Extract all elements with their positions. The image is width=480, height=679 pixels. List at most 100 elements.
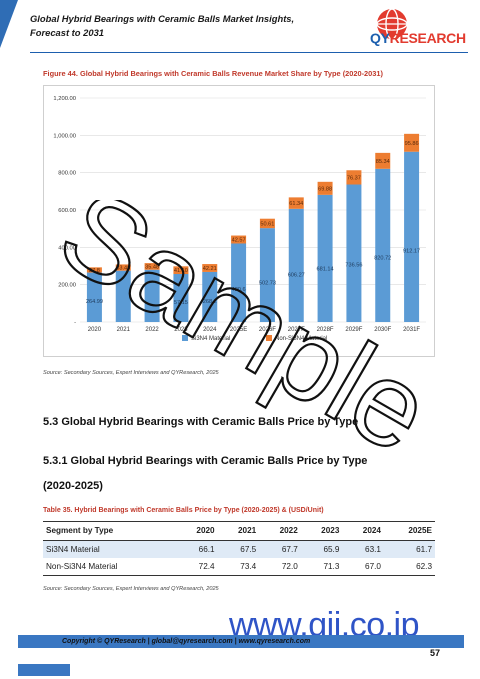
bar-segment	[173, 266, 189, 274]
data-label: 42.57	[232, 238, 246, 244]
data-label: 41.10	[174, 268, 188, 274]
footer-copyright: Copyright © QYResearch | global@qyresear…	[62, 638, 311, 645]
bar-segment	[404, 133, 420, 152]
bar-segment	[259, 218, 275, 229]
qyresearch-logo: QYRESEARCH	[360, 8, 470, 48]
bar-segment	[173, 273, 189, 322]
y-tick-label: 600.00	[58, 208, 76, 214]
data-label: 85.34	[376, 159, 390, 165]
legend-label: Si3N4 Material	[191, 336, 230, 342]
bar-segment	[288, 208, 304, 322]
header-cell: 2022	[259, 521, 301, 541]
bar-segment	[144, 263, 160, 270]
legend-swatch	[182, 335, 188, 341]
table-cell: 66.1	[176, 540, 218, 558]
legend-label: Non-Si3N4 Material	[275, 336, 327, 342]
table-cell: 67.7	[259, 540, 301, 558]
x-tick-label: 2027F	[288, 327, 305, 333]
data-label: 95.86	[405, 141, 419, 147]
header-cell: 2025E	[383, 521, 435, 541]
x-tick-label: 2030F	[374, 327, 391, 333]
bar-segment	[317, 194, 333, 322]
stacked-bar-chart: - 200.00 400.00 600.00 800.00 1,000.00 1,200.0…	[53, 96, 426, 342]
bar-segment	[317, 181, 333, 195]
x-tick-label: 2029F	[345, 327, 362, 333]
globe-icon	[376, 8, 408, 40]
bar-segment	[346, 184, 362, 322]
bar-segment	[404, 151, 420, 322]
table-cell: 62.3	[383, 558, 435, 576]
table-row: Non-Si3N4 Material 72.4 73.4 72.0 71.3 6…	[43, 558, 435, 576]
header-cell: Segment by Type	[43, 521, 177, 541]
x-tick-label: 2022	[145, 327, 159, 333]
y-tick-label: 400.00	[58, 245, 76, 251]
bar-segment	[288, 197, 304, 209]
bar-segment	[86, 267, 102, 273]
subsection-years: (2020-2025)	[43, 480, 103, 492]
table-cell: 72.0	[259, 558, 301, 576]
logo-wordmark: QYRESEARCH	[370, 30, 466, 46]
table-row: Si3N4 Material 66.1 67.5 67.7 65.9 63.1 …	[43, 540, 435, 558]
table-cell: Non-Si3N4 Material	[43, 558, 177, 576]
header-cell: 2023	[300, 521, 343, 541]
header-cell: 2024	[342, 521, 384, 541]
data-label: 912.17	[403, 248, 420, 254]
data-label: 69.88	[318, 186, 332, 192]
footer-bar	[18, 635, 464, 648]
x-tick-label: 2021	[117, 327, 131, 333]
report-title: Global Hybrid Bearings with Ceramic Ball…	[30, 13, 295, 38]
x-tick-label: 2025E	[230, 327, 247, 333]
table-caption: Table 35. Hybrid Bearings with Ceramic B…	[43, 507, 324, 514]
x-tick-label: 2031F	[403, 327, 420, 333]
header-cell: 2020	[176, 521, 218, 541]
table-cell: 72.4	[176, 558, 218, 576]
data-label: 736.56	[345, 262, 362, 268]
data-label: 681.14	[317, 267, 334, 273]
table-cell: 73.4	[217, 558, 260, 576]
bar-segment	[375, 152, 391, 169]
footer-accent	[18, 664, 70, 676]
bar-segment	[115, 270, 131, 322]
price-table: Segment by Type 2020 2021 2022 2023 2024…	[43, 521, 435, 576]
x-tick-label: 2028F	[317, 327, 334, 333]
data-label: 264.99	[86, 299, 103, 305]
legend-swatch	[266, 335, 272, 341]
x-tick-label: 2024	[203, 327, 217, 333]
y-tick-label: 200.00	[58, 283, 76, 289]
y-tick-label: 1,000.00	[53, 133, 76, 139]
subsection-heading: 5.3.1 Global Hybrid Bearings with Cerami…	[43, 455, 368, 467]
header-divider	[30, 52, 468, 53]
data-label: 35.48	[145, 264, 159, 270]
data-label: 420.6	[232, 287, 246, 293]
data-label: 33.43	[116, 266, 130, 272]
data-label: 820.72	[374, 256, 391, 262]
x-tick-label: 2023	[174, 327, 188, 333]
corner-decoration	[0, 0, 18, 48]
data-label: 42.21	[203, 266, 217, 272]
data-label: 61.34	[289, 201, 303, 207]
bar-segment	[202, 264, 218, 272]
page-number: 57	[429, 648, 440, 658]
figure-caption: Figure 44. Global Hybrid Bearings with C…	[43, 69, 383, 78]
y-tick-label: -	[74, 320, 76, 326]
data-label: 27.8	[89, 268, 100, 274]
revenue-share-chart: - 200.00 400.00 600.00 800.00 1,000.00 1,200.0…	[43, 85, 435, 357]
bar-segment	[202, 271, 218, 322]
table-cell: 61.7	[383, 540, 435, 558]
x-tick-label: 2020	[88, 327, 102, 333]
data-label: 57.15	[174, 300, 188, 306]
data-label: 606.27	[288, 272, 305, 278]
bar-segment	[346, 170, 362, 185]
table-cell: 63.1	[342, 540, 384, 558]
y-tick-label: 1,200.00	[53, 96, 76, 102]
data-label: 76.37	[347, 175, 361, 181]
figure-source: Source: Secondary Sources, Expert Interv…	[43, 370, 219, 376]
table-cell: 67.5	[217, 540, 260, 558]
y-tick-label: 800.00	[58, 171, 76, 177]
bar-segment	[144, 269, 160, 322]
x-tick-label: 2026F	[259, 327, 276, 333]
table-header-row: Segment by Type 2020 2021 2022 2023 2024…	[43, 521, 435, 541]
table-cell: 65.9	[300, 540, 343, 558]
bar-segment	[231, 235, 247, 244]
bar-segment	[259, 228, 275, 322]
